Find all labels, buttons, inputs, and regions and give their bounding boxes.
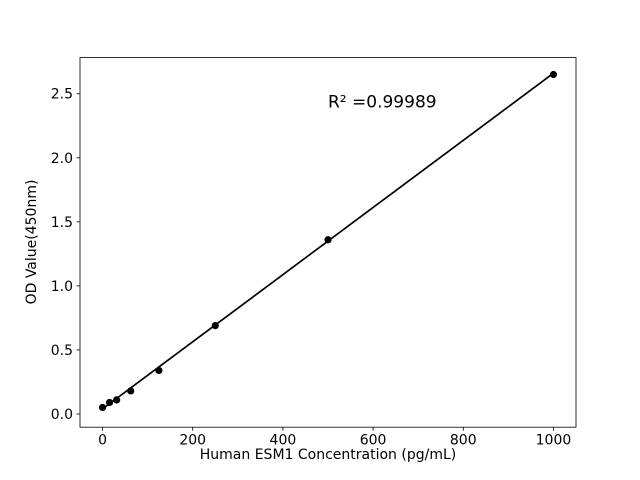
data-point [155, 366, 163, 375]
data-point [105, 398, 114, 407]
y-tick-label: 1.0 [51, 279, 73, 295]
plot-frame [79, 57, 577, 428]
r-squared-annotation: R² =0.99989 [328, 92, 437, 113]
x-tick-label: 0 [98, 433, 107, 449]
x-tick-label: 600 [360, 433, 387, 449]
x-axis-label: Human ESM1 Concentration (pg/mL) [199, 447, 457, 463]
x-tick-label: 200 [179, 433, 206, 449]
data-point [113, 396, 121, 404]
data-point [98, 403, 107, 412]
y-tick-label: 2.0 [51, 151, 73, 167]
y-tick-label: 2.5 [51, 87, 73, 103]
data-point [127, 387, 135, 395]
x-tick-label: 1000 [536, 433, 572, 449]
data-point [324, 236, 332, 244]
data-point [549, 70, 558, 79]
data-point [211, 322, 219, 330]
y-axis-label: OD Value(450nm) [24, 179, 40, 305]
y-tick-label: 1.5 [51, 215, 73, 231]
x-tick-label: 800 [450, 433, 477, 449]
x-tick-label: 400 [270, 433, 297, 449]
y-tick-label: 0.0 [51, 407, 73, 423]
y-tick-label: 0.5 [51, 343, 73, 359]
